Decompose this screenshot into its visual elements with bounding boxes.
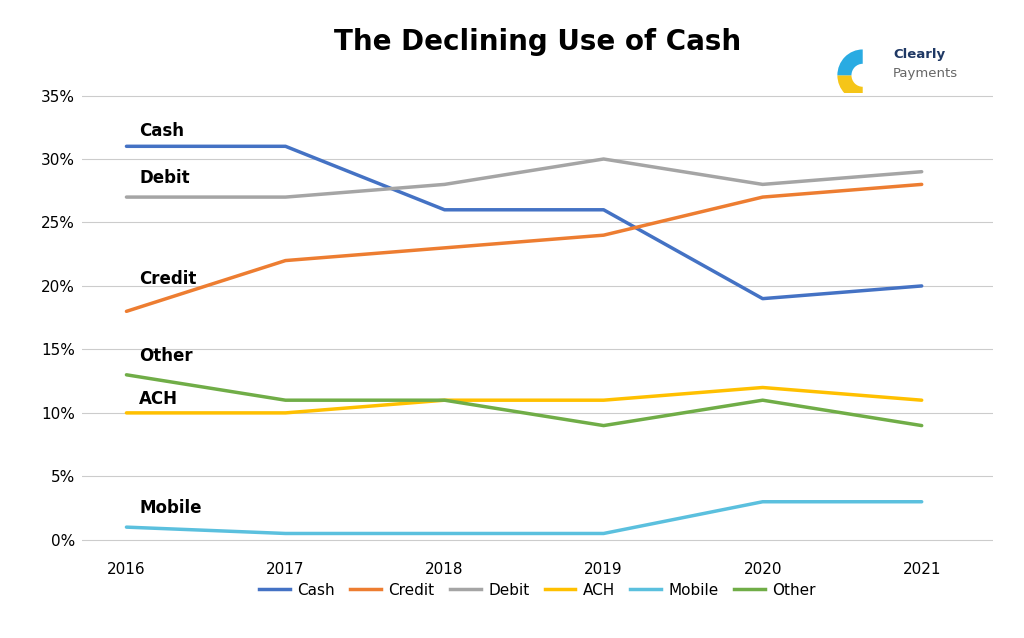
Credit [757,193,769,201]
Line: Debit: Debit [126,159,922,197]
ACH [915,396,928,404]
ACH [280,409,292,417]
Credit [597,232,609,239]
Cash [597,206,609,214]
Line: Cash: Cash [126,146,922,299]
Cash [757,295,769,302]
Line: ACH: ACH [126,387,922,413]
Debit [915,168,928,175]
Mobile [438,530,451,537]
Text: Clearly: Clearly [893,48,945,61]
Other [280,396,292,404]
Cash [915,282,928,290]
Mobile [280,530,292,537]
Line: Mobile: Mobile [126,501,922,533]
Text: Mobile: Mobile [139,499,202,517]
Text: Debit: Debit [139,169,189,187]
Credit [915,181,928,188]
Text: ACH: ACH [139,390,178,408]
Mobile [757,498,769,505]
Other [120,371,132,378]
Legend: Cash, Credit, Debit, ACH, Mobile, Other: Cash, Credit, Debit, ACH, Mobile, Other [253,577,822,604]
Credit [280,256,292,264]
Credit [120,308,132,315]
ACH [757,383,769,391]
Debit [438,181,451,188]
Text: Other: Other [139,346,193,365]
ACH [438,396,451,404]
Mobile [120,523,132,531]
Cash [280,142,292,150]
Debit [120,193,132,201]
Wedge shape [838,50,862,75]
Text: Credit: Credit [139,271,197,288]
Line: Credit: Credit [126,184,922,311]
Other [915,422,928,429]
Wedge shape [838,75,862,101]
Title: The Declining Use of Cash: The Declining Use of Cash [334,28,741,56]
Other [597,422,609,429]
Cash [120,142,132,150]
Debit [280,193,292,201]
Credit [438,244,451,252]
Mobile [597,530,609,537]
ACH [597,396,609,404]
Text: Cash: Cash [139,122,184,140]
ACH [120,409,132,417]
Other [757,396,769,404]
Cash [438,206,451,214]
Debit [757,181,769,188]
Text: Payments: Payments [893,67,958,80]
Debit [597,155,609,163]
Mobile [915,498,928,505]
Other [438,396,451,404]
Line: Other: Other [126,375,922,426]
